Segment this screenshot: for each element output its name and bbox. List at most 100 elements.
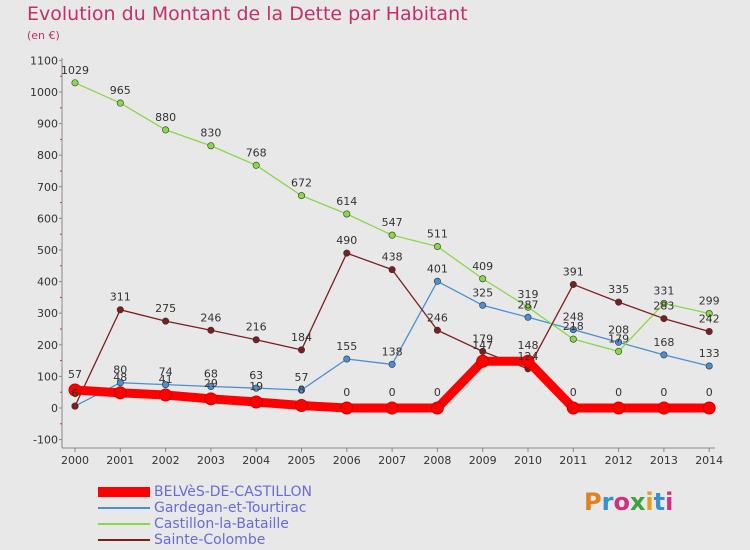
data-point [162, 126, 170, 134]
y-tick-label: 800 [37, 149, 58, 162]
data-point [207, 326, 215, 334]
logo-letter: P [584, 488, 602, 516]
data-label: 391 [563, 265, 584, 278]
y-tick-label: 400 [37, 276, 58, 289]
data-point [615, 347, 623, 355]
data-point [71, 79, 79, 87]
data-point [388, 360, 396, 368]
proxiti-logo: Proxiti [584, 488, 673, 516]
data-label: 68 [204, 368, 218, 381]
legend-label: Sainte-Colombe [154, 532, 266, 548]
data-label: 6 [72, 387, 79, 400]
y-tick-label: 700 [37, 181, 58, 194]
data-point [385, 401, 399, 415]
data-label: 0 [615, 386, 622, 399]
data-point [207, 142, 215, 150]
data-label: 155 [336, 340, 357, 353]
data-label: 138 [382, 345, 403, 358]
data-point [343, 249, 351, 257]
data-label: 216 [246, 321, 267, 334]
data-point [433, 277, 441, 285]
data-label: 179 [472, 332, 493, 345]
data-label: 147 [472, 339, 493, 352]
data-label: 311 [110, 291, 131, 304]
data-point [162, 381, 170, 389]
x-tick-label: 2005 [288, 454, 316, 467]
series-lines [68, 79, 716, 415]
chart-unit-label: (en €) [27, 29, 60, 42]
data-label: 133 [699, 347, 720, 360]
x-tick-label: 2003 [197, 454, 225, 467]
y-tick-label: 600 [37, 212, 58, 225]
data-point [430, 401, 444, 415]
legend-swatch [98, 539, 150, 541]
y-tick-label: 300 [37, 307, 58, 320]
data-label: 242 [699, 313, 720, 326]
data-point [343, 355, 351, 363]
data-point [252, 161, 260, 169]
data-label: 511 [427, 228, 448, 241]
data-point [569, 335, 577, 343]
data-label: 8 [298, 383, 305, 396]
data-label: 184 [291, 331, 312, 344]
data-label: 830 [200, 127, 221, 140]
data-point [433, 326, 441, 334]
data-point [249, 395, 263, 409]
y-tick-label: 100 [37, 370, 58, 383]
data-point [252, 336, 260, 344]
data-point [297, 192, 305, 200]
data-label: 299 [699, 295, 720, 308]
logo-letter: r [601, 488, 614, 516]
data-point [521, 354, 535, 368]
data-point [68, 383, 82, 397]
data-point [566, 401, 580, 415]
legend-label: BELVèS-DE-CASTILLON [154, 484, 312, 500]
logo-letter: t [653, 488, 666, 516]
data-point [71, 402, 79, 410]
data-label: 490 [336, 234, 357, 247]
data-label: 768 [246, 146, 267, 159]
data-label: 275 [155, 302, 176, 315]
x-tick-label: 2010 [514, 454, 542, 467]
data-point [204, 392, 218, 406]
data-label: 57 [68, 368, 82, 381]
legend-swatch [98, 507, 150, 509]
data-point [705, 310, 713, 318]
data-label: 0 [660, 386, 667, 399]
y-tick-label: 200 [37, 339, 58, 352]
line-chart: -100010020030040050060070080090010001100… [30, 54, 723, 467]
data-label: 29 [204, 377, 218, 390]
data-label: 208 [608, 323, 629, 336]
data-point [660, 299, 668, 307]
data-label: 880 [155, 111, 176, 124]
data-label: 283 [653, 300, 674, 313]
x-tick-label: 2008 [423, 454, 451, 467]
y-tick-label: -100 [33, 434, 58, 447]
data-label: 287 [518, 298, 539, 311]
data-label: 246 [427, 311, 448, 324]
data-label: 48 [113, 371, 127, 384]
data-label: 335 [608, 283, 629, 296]
data-point [615, 338, 623, 346]
logo-letter: i [665, 488, 674, 516]
data-point [569, 280, 577, 288]
data-point [657, 401, 671, 415]
data-point [479, 347, 487, 355]
data-label: 672 [291, 177, 312, 190]
legend-swatch [98, 487, 150, 497]
data-label: 246 [200, 311, 221, 324]
data-point [705, 328, 713, 336]
data-label: 41 [159, 373, 173, 386]
data-label: 325 [472, 286, 493, 299]
data-point [660, 315, 668, 323]
x-tick-label: 2007 [378, 454, 406, 467]
data-label: 0 [343, 386, 350, 399]
data-point [297, 346, 305, 354]
x-tick-label: 2004 [242, 454, 270, 467]
data-label: 63 [249, 369, 263, 382]
data-point [612, 401, 626, 415]
data-point [524, 313, 532, 321]
data-point [705, 362, 713, 370]
data-point [116, 306, 124, 314]
